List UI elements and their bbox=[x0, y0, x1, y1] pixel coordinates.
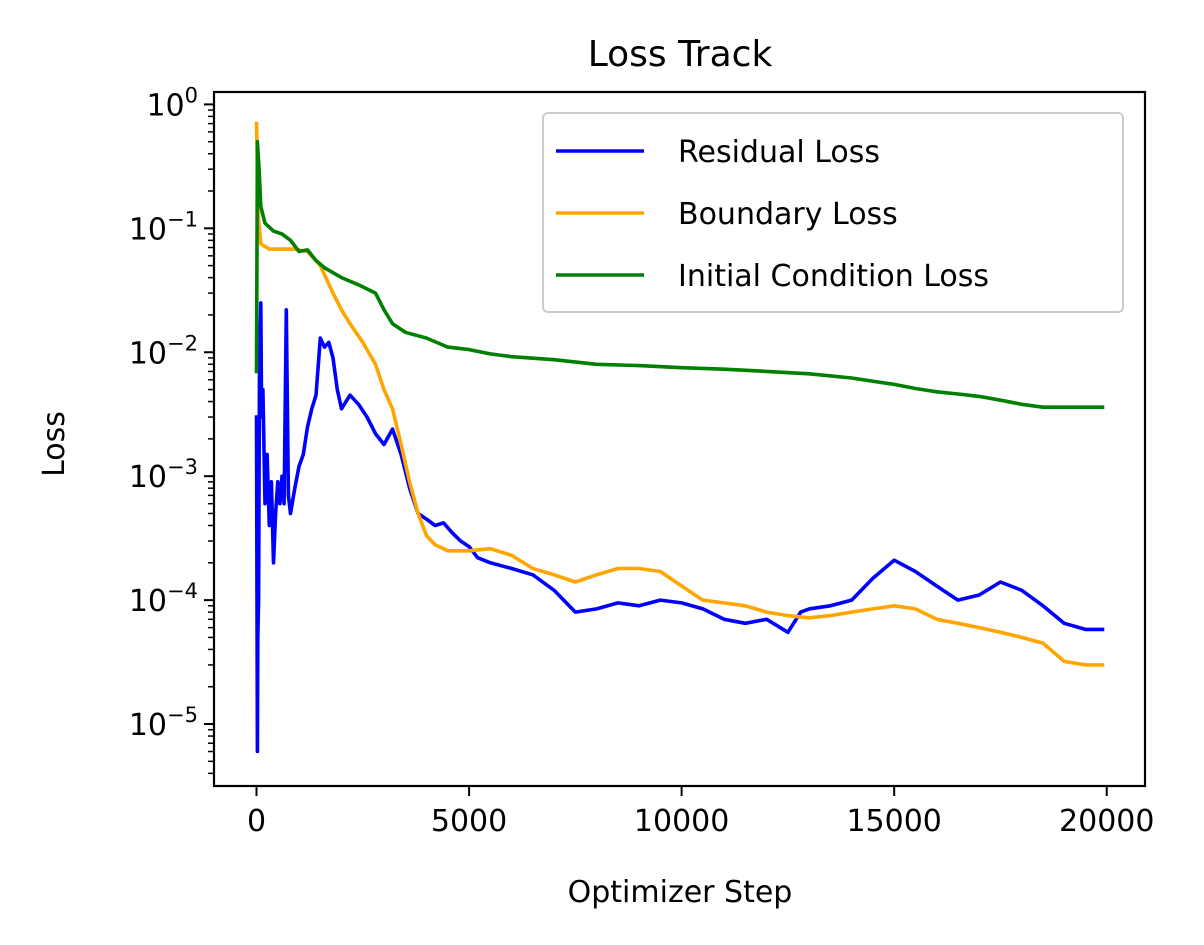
legend-label: Residual Loss bbox=[678, 135, 880, 170]
x-axis-title: Optimizer Step bbox=[568, 875, 793, 910]
y-tick-label: 10−1 bbox=[129, 207, 198, 247]
series-line-residual-loss bbox=[254, 301, 1105, 754]
legend: Residual Loss Boundary Loss Initial Condit… bbox=[542, 112, 1124, 313]
chart-title: Loss Track bbox=[588, 34, 773, 75]
x-tick-label: 0 bbox=[247, 804, 266, 839]
legend-label: Boundary Loss bbox=[678, 197, 898, 232]
x-tick-label: 10000 bbox=[634, 804, 729, 839]
y-tick-label: 10−3 bbox=[129, 455, 198, 495]
y-tick-label: 10−2 bbox=[129, 331, 198, 371]
x-tick-label: 15000 bbox=[846, 804, 941, 839]
y-tick-label: 10−5 bbox=[129, 703, 198, 743]
series-line-boundary-loss bbox=[254, 121, 1105, 667]
series-line-initial-condition-loss bbox=[254, 139, 1105, 409]
x-tick-label: 5000 bbox=[431, 804, 507, 839]
y-tick-label: 10−4 bbox=[129, 579, 198, 619]
legend-box bbox=[542, 112, 1124, 313]
x-tick-label: 20000 bbox=[1059, 804, 1154, 839]
y-axis-title: Loss bbox=[37, 411, 72, 477]
series-layer bbox=[254, 121, 1105, 754]
axes-layer: 0 5000 10000 15000 20000 100 10−1 10−2 10−3 10−4 1… bbox=[129, 83, 1155, 839]
y-tick-label: 100 bbox=[146, 83, 198, 123]
legend-label: Initial Condition Loss bbox=[678, 259, 989, 294]
